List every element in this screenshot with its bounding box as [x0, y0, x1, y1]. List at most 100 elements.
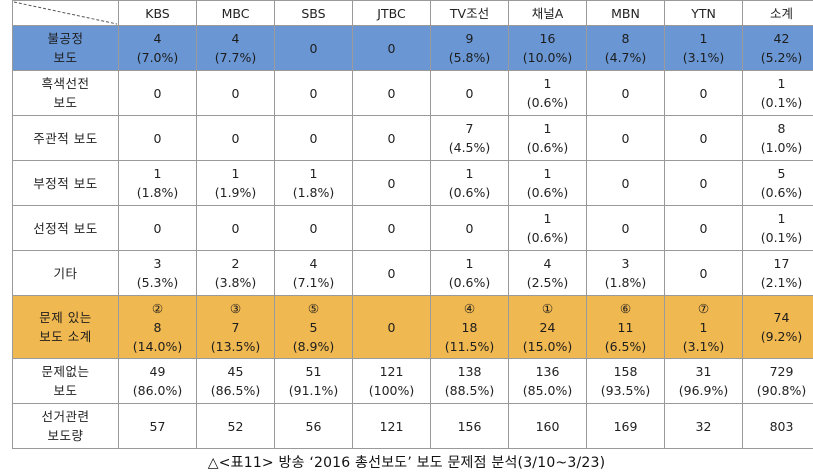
table-cell: 0 — [118, 115, 197, 161]
cell-line: 1 — [699, 31, 708, 46]
cell-line: 0 — [699, 265, 708, 281]
table-cell: 16 (10.0%) — [508, 25, 587, 71]
column-header: MBN — [586, 0, 665, 26]
cell-line: 0 — [387, 85, 396, 101]
cell-line: 138 — [457, 364, 482, 379]
table-cell: 0 — [274, 115, 353, 161]
cell-line: (3.1%) — [682, 338, 725, 354]
cell-line: 158 — [613, 364, 638, 379]
row-label: 흑색선전 보도 — [12, 70, 119, 116]
cell-line: 0 — [153, 85, 162, 101]
cell-line: 4 — [309, 256, 318, 271]
cell-line: 0 — [699, 175, 708, 191]
table-cell: ① 24 (15.0%) — [508, 295, 587, 359]
cell-line: 45 — [227, 364, 244, 379]
cell-line: (96.9%) — [678, 383, 729, 398]
table-cell: 156 — [430, 403, 509, 449]
table-cell: 0 — [118, 70, 197, 116]
table-cell: 1 (1.8%) — [118, 160, 197, 206]
column-header: 채널A — [508, 0, 587, 26]
cell-line: 4 — [543, 256, 552, 271]
table-cell: 0 — [352, 25, 431, 71]
table-row: 주관적 보도 0 0 0 0 7 (4.5%) 1 (0.6%) 0 0 8 (1.0%) — [12, 115, 813, 161]
cell-line: 5 — [309, 319, 318, 335]
cell-line: 1 — [231, 166, 240, 181]
cell-line: 160 — [535, 418, 560, 434]
table-cell: 0 — [586, 70, 665, 116]
cell-line: 52 — [227, 418, 244, 434]
cell-line: (91.1%) — [288, 383, 339, 398]
cell-line: 32 — [695, 418, 712, 434]
diagonal-line-icon — [13, 1, 118, 25]
cell-line: 5 — [777, 166, 786, 181]
row-label: 주관적 보도 — [12, 115, 119, 161]
table-cell: ⑦ 1 (3.1%) — [664, 295, 743, 359]
table-cell: 0 — [352, 250, 431, 296]
table-cell: 9 (5.8%) — [430, 25, 509, 71]
table-row: 선정적 보도 0 0 0 0 0 1 (0.6%) 0 0 1 (0.1%) — [12, 205, 813, 251]
cell-line: 1 — [777, 76, 786, 91]
cell-line: (6.5%) — [604, 338, 647, 354]
table-cell: 56 — [274, 403, 353, 449]
cell-line: 3 — [621, 256, 630, 271]
cell-line: (8.9%) — [292, 338, 335, 354]
table-cell: 138 (88.5%) — [430, 358, 509, 404]
cell-line: 1 — [543, 166, 552, 181]
table-cell: 0 — [586, 205, 665, 251]
cell-line: (5.8%) — [448, 50, 491, 65]
table-cell: 1 (0.6%) — [508, 160, 587, 206]
table-cell: 0 — [352, 205, 431, 251]
cell-line: 7 — [231, 319, 240, 335]
cell-line: 0 — [309, 40, 318, 56]
row-label-line: 보도 — [53, 50, 78, 65]
table-cell: 1 (3.1%) — [664, 25, 743, 71]
table-row: 선거관련 보도량 57 52 56 121 156 160 169 32 803 — [12, 403, 813, 449]
cell-line: ⑤ — [307, 300, 320, 316]
cell-line: (86.5%) — [210, 383, 261, 398]
table-cell: 1 (0.6%) — [508, 70, 587, 116]
cell-line: 4 — [231, 31, 240, 46]
table-cell: ③ 7 (13.5%) — [196, 295, 275, 359]
header-row: KBS MBC SBS JTBC TV조선 채널A MBN YTN 소계 — [12, 0, 813, 26]
table-cell: 3 (5.3%) — [118, 250, 197, 296]
row-label: 선거관련 보도량 — [12, 403, 119, 449]
table-cell: 1 (0.1%) — [742, 205, 813, 251]
row-label: 문제 있는 보도 소계 — [12, 295, 119, 359]
table-cell: 1 (0.6%) — [430, 160, 509, 206]
cell-line: 0 — [309, 85, 318, 101]
cell-line: 0 — [699, 220, 708, 236]
cell-line: 18 — [461, 319, 478, 335]
table-row: 불공정 보도 4 (7.0%) 4 (7.7%) 0 0 9 (5.8%) 16 (10.0%) 8 (4… — [12, 25, 813, 71]
cell-line: (1.0%) — [760, 140, 803, 155]
cell-line: (4.5%) — [448, 140, 491, 155]
table-cell: 0 — [664, 70, 743, 116]
table-cell: 0 — [430, 70, 509, 116]
cell-line: 729 — [769, 364, 794, 379]
cell-line: 0 — [387, 40, 396, 56]
cell-line: 8 — [777, 121, 786, 136]
cell-line: 0 — [231, 220, 240, 236]
cell-line: (9.2%) — [760, 329, 803, 344]
table-cell: 121 — [352, 403, 431, 449]
cell-line: 0 — [621, 130, 630, 146]
cell-line: 24 — [539, 319, 556, 335]
table-cell: 5 (0.6%) — [742, 160, 813, 206]
cell-line: 0 — [387, 220, 396, 236]
cell-line: 0 — [387, 265, 396, 281]
cell-line: 0 — [699, 85, 708, 101]
cell-line: ② — [151, 300, 164, 316]
table-cell: 0 — [352, 295, 431, 359]
cell-line: 1 — [543, 76, 552, 91]
cell-line: (85.0%) — [522, 383, 573, 398]
cell-line: (0.6%) — [526, 140, 569, 155]
table-row: 기타 3 (5.3%) 2 (3.8%) 4 (7.1%) 0 1 (0.6%) 4 (2.5%) 3 (… — [12, 250, 813, 296]
row-label: 선정적 보도 — [12, 205, 119, 251]
cell-line: 156 — [457, 418, 482, 434]
column-header: 소계 — [742, 0, 813, 26]
cell-line: 11 — [617, 319, 634, 335]
table-cell: 8 (4.7%) — [586, 25, 665, 71]
cell-line: 121 — [379, 418, 404, 434]
table-cell: 121 (100%) — [352, 358, 431, 404]
cell-line: 56 — [305, 418, 322, 434]
cell-line: (1.8%) — [292, 185, 335, 200]
